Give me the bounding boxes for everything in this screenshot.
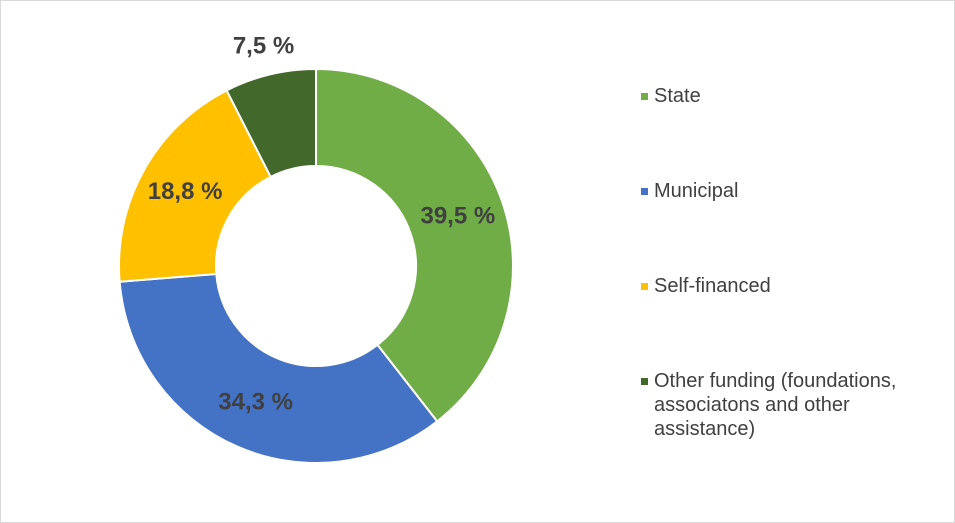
legend-swatch <box>641 188 648 195</box>
donut-slice <box>118 272 439 464</box>
data-label: 34,3 % <box>218 389 293 416</box>
legend-swatch <box>641 283 648 290</box>
legend-item: Self-financed <box>641 274 941 298</box>
data-label: 18,8 % <box>148 178 223 205</box>
data-label: 39,5 % <box>420 203 495 230</box>
donut-slice <box>118 89 272 283</box>
donut-slice <box>315 67 514 423</box>
legend-label: Other funding (foundations, associatons … <box>654 370 897 440</box>
legend-item: State <box>641 84 941 108</box>
legend-item: Other funding (foundations, associatons … <box>641 369 941 441</box>
data-label: 7,5 % <box>233 33 294 60</box>
legend-label: Self-financed <box>654 275 771 297</box>
legend-swatch <box>641 93 648 100</box>
legend-swatch <box>641 378 648 385</box>
legend-item: Municipal <box>641 179 941 203</box>
donut-slice <box>225 67 317 179</box>
legend-label: Municipal <box>654 180 739 202</box>
legend-label: State <box>654 85 701 107</box>
